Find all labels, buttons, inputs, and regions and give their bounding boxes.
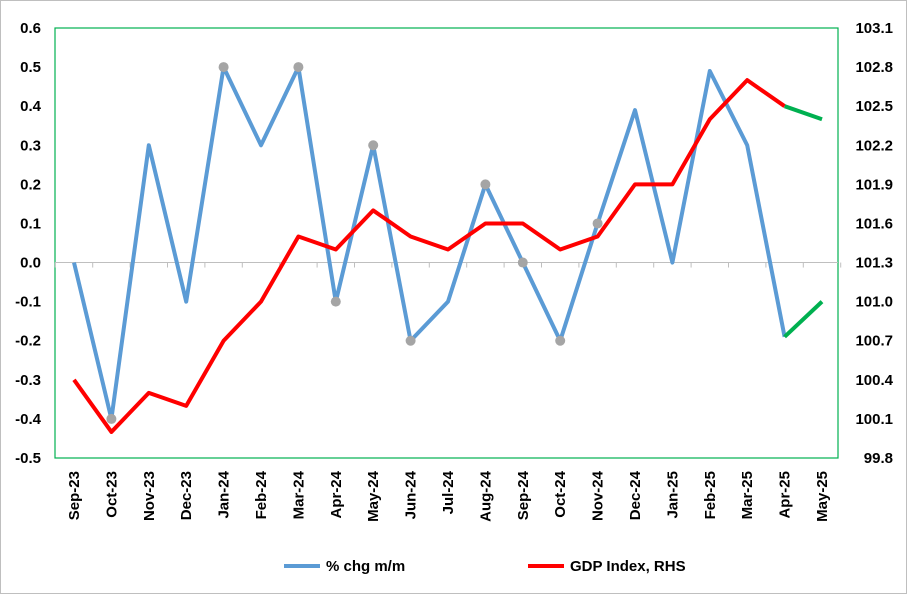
y-right-tick-label: 102.2 [855,137,893,154]
y-right-tick-label: 100.1 [855,411,893,428]
series-marker-0 [293,62,304,73]
series-marker-0 [592,218,603,229]
plot-area-border [54,27,839,459]
y-right-tick-label: 101.0 [855,294,893,311]
x-tick-label: Mar-24 [290,470,307,519]
legend-label-gdp-index: GDP Index, RHS [570,558,686,575]
x-tick-label: May-25 [814,471,831,522]
y-left-tick-label: 0.3 [20,137,41,154]
series-marker-0 [106,413,117,424]
y-right-tick-label: 101.9 [855,176,893,193]
series-projection-line-0 [783,300,824,339]
y-left-tick-label: -0.2 [15,333,41,350]
y-left-tick-label: 0.5 [20,59,41,76]
y-right-tick-label: 100.4 [855,372,893,389]
x-tick-label: Apr-25 [777,471,794,519]
series-lines [72,65,824,434]
legend: % chg m/m GDP Index, RHS [284,558,686,575]
series-marker-0 [555,335,566,346]
x-tick-label: Oct-24 [552,470,569,517]
x-tick-label: Oct-23 [103,471,120,518]
x-tick-label: Sep-24 [515,470,532,520]
series-marker-0 [218,62,229,73]
right-axis-ticks: 99.8 100.1 100.4 100.7 101.0 101.3 101.6 101.9 1… [855,20,893,467]
x-tick-label: Dec-23 [178,471,195,520]
x-tick-label: Jun-24 [403,470,420,519]
y-left-tick-label: -0.1 [15,294,41,311]
x-tick-label: Apr-24 [328,470,345,518]
x-tick-label: Feb-24 [253,470,270,519]
y-right-tick-label: 102.5 [855,98,893,115]
x-tick-label: Sep-23 [66,471,83,520]
left-axis-ticks: -0.5 -0.4 -0.3 -0.2 -0.1 0.0 0.1 0.2 0.3 0.4 0.5 0.… [15,20,42,467]
x-tick-label: Feb-25 [702,471,719,519]
y-right-tick-label: 101.6 [855,215,893,232]
x-tick-label: May-24 [365,470,382,522]
series-projection-line-1 [783,104,823,122]
series-marker-0 [405,335,416,346]
y-left-tick-label: 0.2 [20,176,41,193]
y-right-tick-label: 100.7 [855,333,893,350]
y-left-tick-label: 0.4 [20,98,42,115]
y-left-tick-label: 0.0 [20,255,41,272]
y-left-tick-label: -0.3 [15,372,41,389]
x-tick-label: Dec-24 [627,470,644,520]
series-marker-0 [368,140,379,151]
y-left-tick-label: 0.1 [20,215,41,232]
series-marker-0 [480,179,491,190]
y-left-tick-label: -0.5 [15,450,41,467]
legend-label-pct-chg: % chg m/m [326,558,405,575]
series-marker-0 [517,257,528,268]
x-tick-label: Mar-25 [739,471,756,519]
x-tick-label: Jul-24 [440,470,457,514]
y-right-tick-label: 101.3 [855,255,893,272]
x-tick-label: Nov-24 [590,470,607,521]
y-right-tick-label: 102.8 [855,59,893,76]
y-left-tick-label: -0.4 [15,411,42,428]
x-tick-label: Jan-25 [664,471,681,519]
x-axis-labels: Sep-23 Oct-23 Nov-23 Dec-23 Jan-24 Feb-24 Mar-… [66,470,831,522]
x-axis [54,262,842,268]
series-markers [106,62,603,424]
series-line-1 [72,78,786,434]
y-right-tick-label: 103.1 [855,20,893,37]
x-tick-label: Aug-24 [477,470,494,521]
x-tick-label: Nov-23 [141,471,158,521]
series-marker-0 [330,296,341,307]
y-left-tick-label: 0.6 [20,20,41,37]
series-line-0 [72,65,787,421]
x-tick-label: Jan-24 [216,470,233,518]
y-right-tick-label: 99.8 [864,450,893,467]
